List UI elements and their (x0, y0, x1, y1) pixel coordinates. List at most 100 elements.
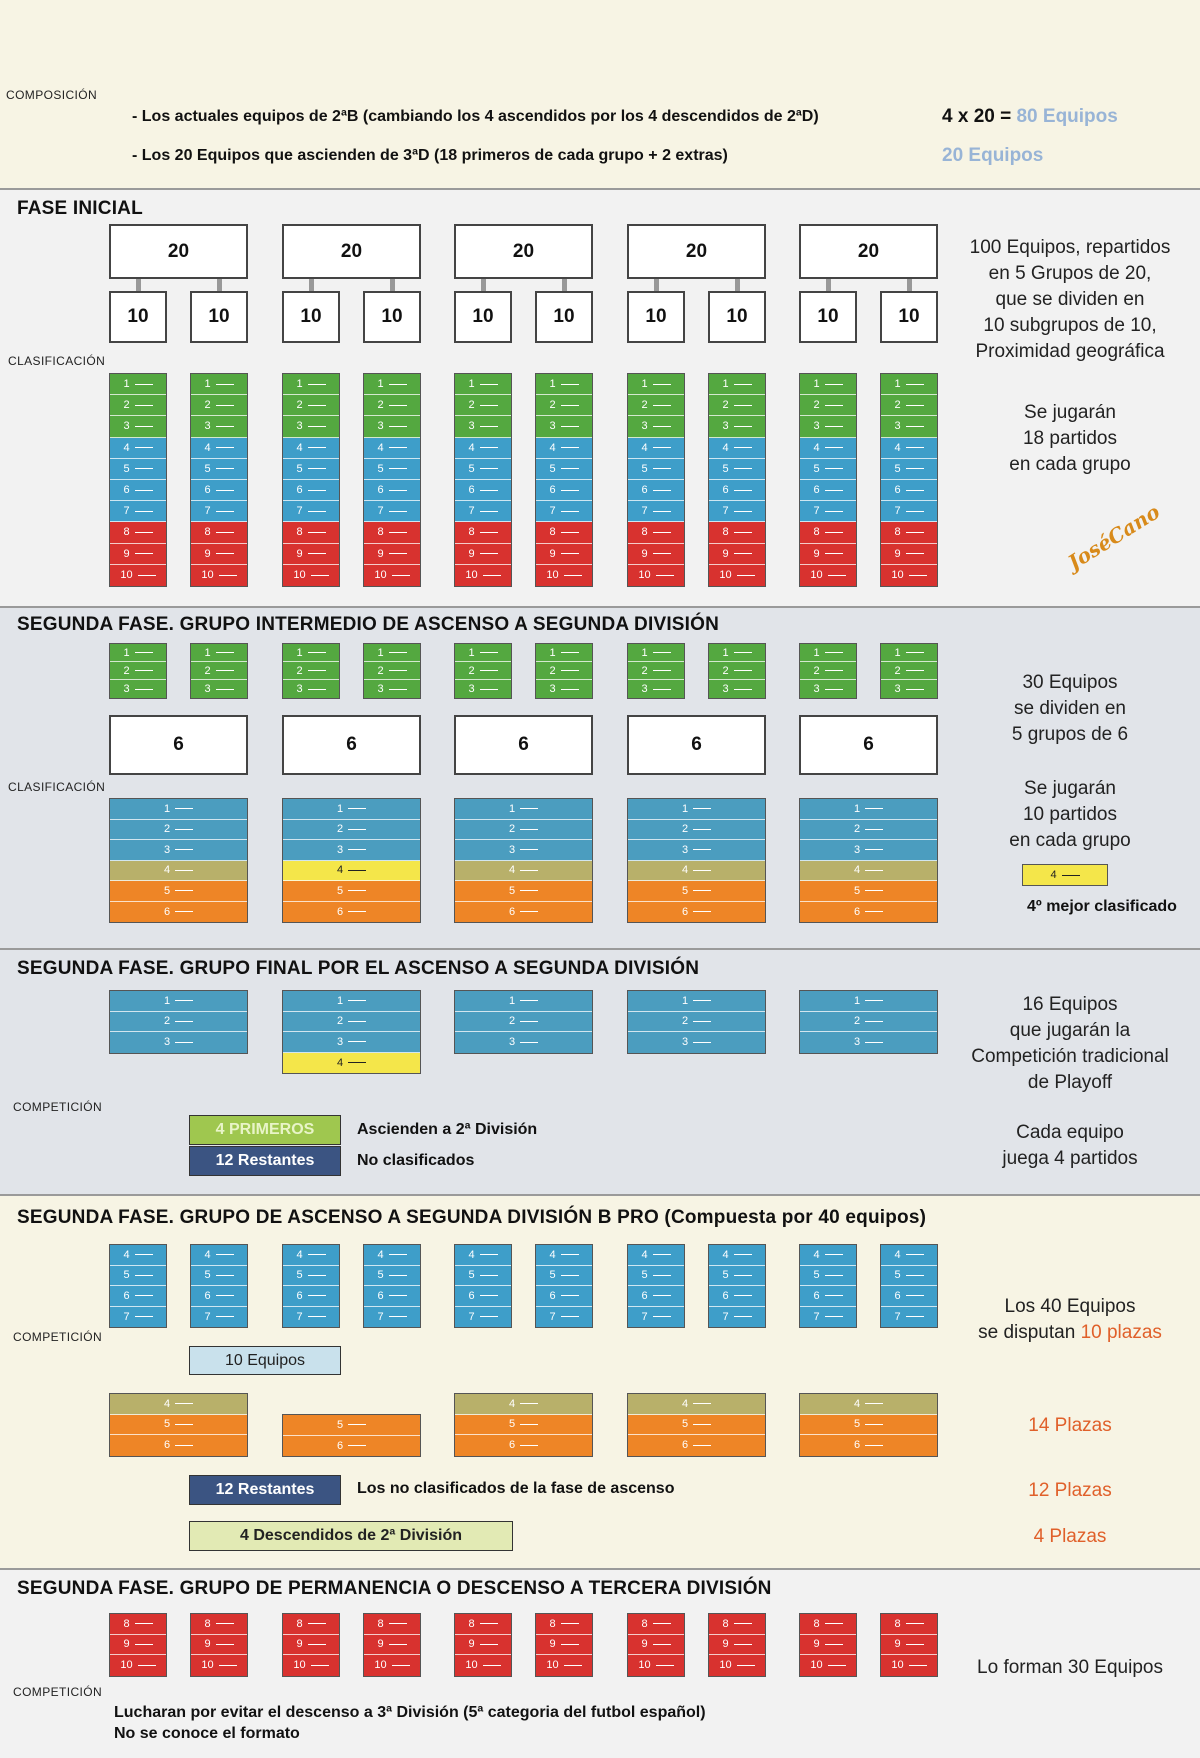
rank-line (652, 670, 671, 671)
rank-line (479, 670, 498, 671)
badge-12-restantes-text: Los no clasificados de la fase de ascens… (357, 1480, 675, 1497)
rank-row: 3 (191, 680, 247, 698)
rank-line (905, 1643, 924, 1645)
grupo-intermedio-matches: Se jugarán 10 partidos en cada grupo (945, 776, 1195, 854)
rank-number: 1 (641, 646, 648, 659)
rank-row: 3 (455, 680, 511, 698)
rank-row: 10 (709, 564, 765, 586)
grupo-permanencia-title: SEGUNDA FASE. GRUPO DE PERMANENCIA O DES… (17, 1578, 772, 1599)
rank-number: 8 (377, 1617, 384, 1630)
rank-line (134, 425, 153, 427)
rank-number: 4 (163, 864, 171, 877)
candidate-column: 4 5 6 7 (282, 1244, 340, 1328)
rank-row: 6 (110, 1286, 166, 1307)
rank-line (388, 652, 407, 653)
rank-line (733, 1316, 752, 1318)
connector-line (562, 279, 567, 291)
rank-row: 4 (364, 437, 420, 459)
rank-line (175, 1423, 194, 1425)
rank-row: 2 (628, 1011, 765, 1032)
rank-row: 3 (455, 416, 511, 438)
rank-line (310, 574, 329, 576)
rank-line (560, 404, 579, 406)
rank-row: 7 (628, 501, 684, 523)
ranking-column: 1 2 3 4 5 6 7 8 9 10 (109, 373, 167, 587)
rank-line (520, 1444, 539, 1446)
grupo-permanencia-section: SEGUNDA FASE. GRUPO DE PERMANENCIA O DES… (0, 1568, 1200, 1758)
rank-number: 10 (120, 569, 133, 582)
rank-number: 2 (853, 823, 861, 836)
rank-row: 1 (800, 374, 856, 396)
rank-line (307, 553, 326, 555)
rank-row: 4 (283, 437, 339, 459)
matches-line: en cada grupo (1009, 454, 1131, 475)
rank-line (824, 1643, 843, 1645)
rank-number: 6 (508, 905, 516, 918)
rank-line (520, 911, 539, 913)
composicion-result-1: 4 x 20 = 80 Equipos (942, 106, 1118, 128)
rank-row: 5 (191, 458, 247, 480)
rank-row: 4 (881, 437, 937, 459)
rank-row: 2 (110, 819, 247, 840)
rank-row: 2 (191, 662, 247, 680)
rank-number: 6 (641, 484, 648, 497)
rank-number: 3 (336, 843, 344, 856)
rank-number: 2 (123, 399, 130, 412)
rank-line (134, 553, 153, 555)
rank-number: 6 (894, 1289, 901, 1302)
ranking-column: 1 2 3 (627, 990, 766, 1054)
rank-row: 8 (536, 1614, 592, 1635)
rank-row: 5 (800, 1265, 856, 1286)
rank-number: 2 (336, 1015, 344, 1028)
rank-row: 3 (800, 416, 856, 438)
rank-row: 8 (364, 522, 420, 544)
rank-row: 9 (455, 1634, 511, 1655)
rank-number: 9 (468, 547, 475, 560)
qualifier-column: 1 2 3 (799, 643, 857, 699)
rank-row: 8 (709, 522, 765, 544)
relegation-column: 8 9 10 (880, 1613, 938, 1677)
rank-row: 3 (628, 680, 684, 698)
qualifier-column: 1 2 3 (627, 643, 685, 699)
rank-number: 2 (296, 664, 303, 677)
rank-number: 6 (377, 1289, 384, 1302)
rank-number: 7 (296, 505, 303, 518)
rank-line (479, 1274, 498, 1276)
badge-12-restantes: 12 Restantes (189, 1146, 341, 1176)
rank-number: 4 (508, 864, 516, 877)
rank-line (824, 1316, 843, 1318)
group-box-20: 20 (627, 224, 766, 279)
rank-number: 1 (722, 378, 729, 391)
rank-row: 5 (881, 458, 937, 480)
rank-number: 7 (813, 1310, 820, 1323)
relegation-column: 8 9 10 (708, 1613, 766, 1677)
rank-number: 1 (377, 378, 384, 391)
rank-row: 2 (455, 1011, 592, 1032)
rank-line (215, 1643, 234, 1645)
group-box-20: 20 (109, 224, 248, 279)
rank-line (388, 1295, 407, 1297)
rank-number: 8 (204, 1617, 211, 1630)
rank-number: 6 (123, 1289, 130, 1302)
rank-line (134, 652, 153, 653)
rank-row: 1 (191, 644, 247, 662)
rank-number: 5 (163, 1418, 171, 1431)
rank-number: 1 (813, 378, 820, 391)
rank-row: 4 (881, 1245, 937, 1266)
rank-number: 8 (549, 1617, 556, 1630)
relegation-column: 8 9 10 (109, 1613, 167, 1677)
candidate-column: 4 5 6 7 (799, 1244, 857, 1328)
desc-line: Competición tradicional (971, 1046, 1169, 1067)
rank-row: 3 (800, 840, 937, 861)
rank-line (348, 890, 367, 892)
rank-line (134, 404, 153, 406)
rank-number: 3 (813, 683, 820, 695)
rank-row: 5 (800, 1414, 937, 1435)
rank-row: 8 (709, 1614, 765, 1635)
rank-line (175, 1444, 194, 1446)
rank-row: 5 (800, 458, 856, 480)
rank-row: 6 (283, 901, 420, 922)
rank-line (824, 425, 843, 427)
rank-line (479, 1623, 498, 1625)
rank-line (652, 553, 671, 555)
